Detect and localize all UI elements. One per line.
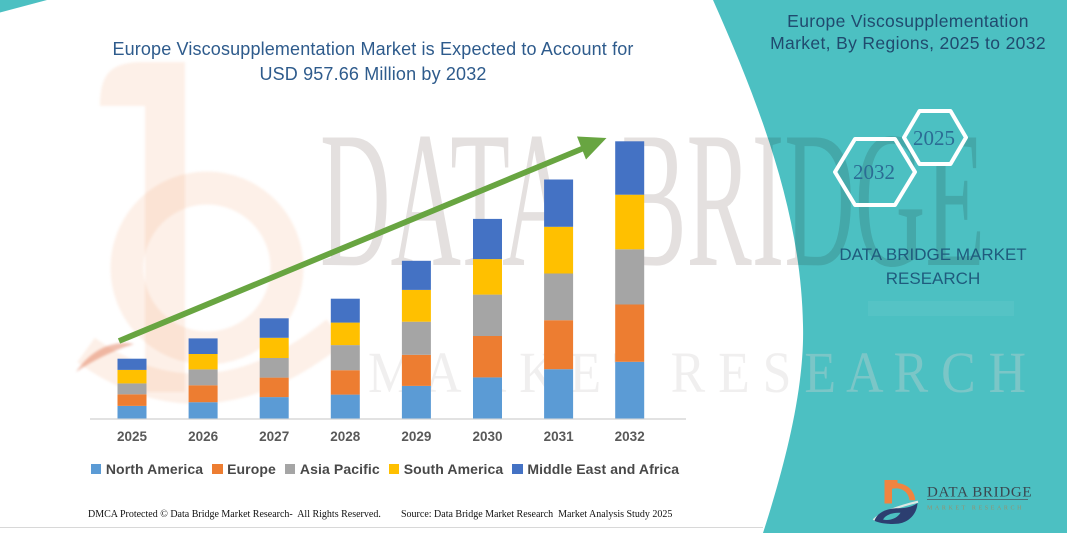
svg-text:MARKET RESEARCH: MARKET RESEARCH [927, 506, 1024, 512]
svg-text:2025: 2025 [913, 126, 955, 150]
svg-text:2032: 2032 [853, 160, 895, 184]
svg-text:DATA BRIDGE: DATA BRIDGE [927, 485, 1032, 501]
